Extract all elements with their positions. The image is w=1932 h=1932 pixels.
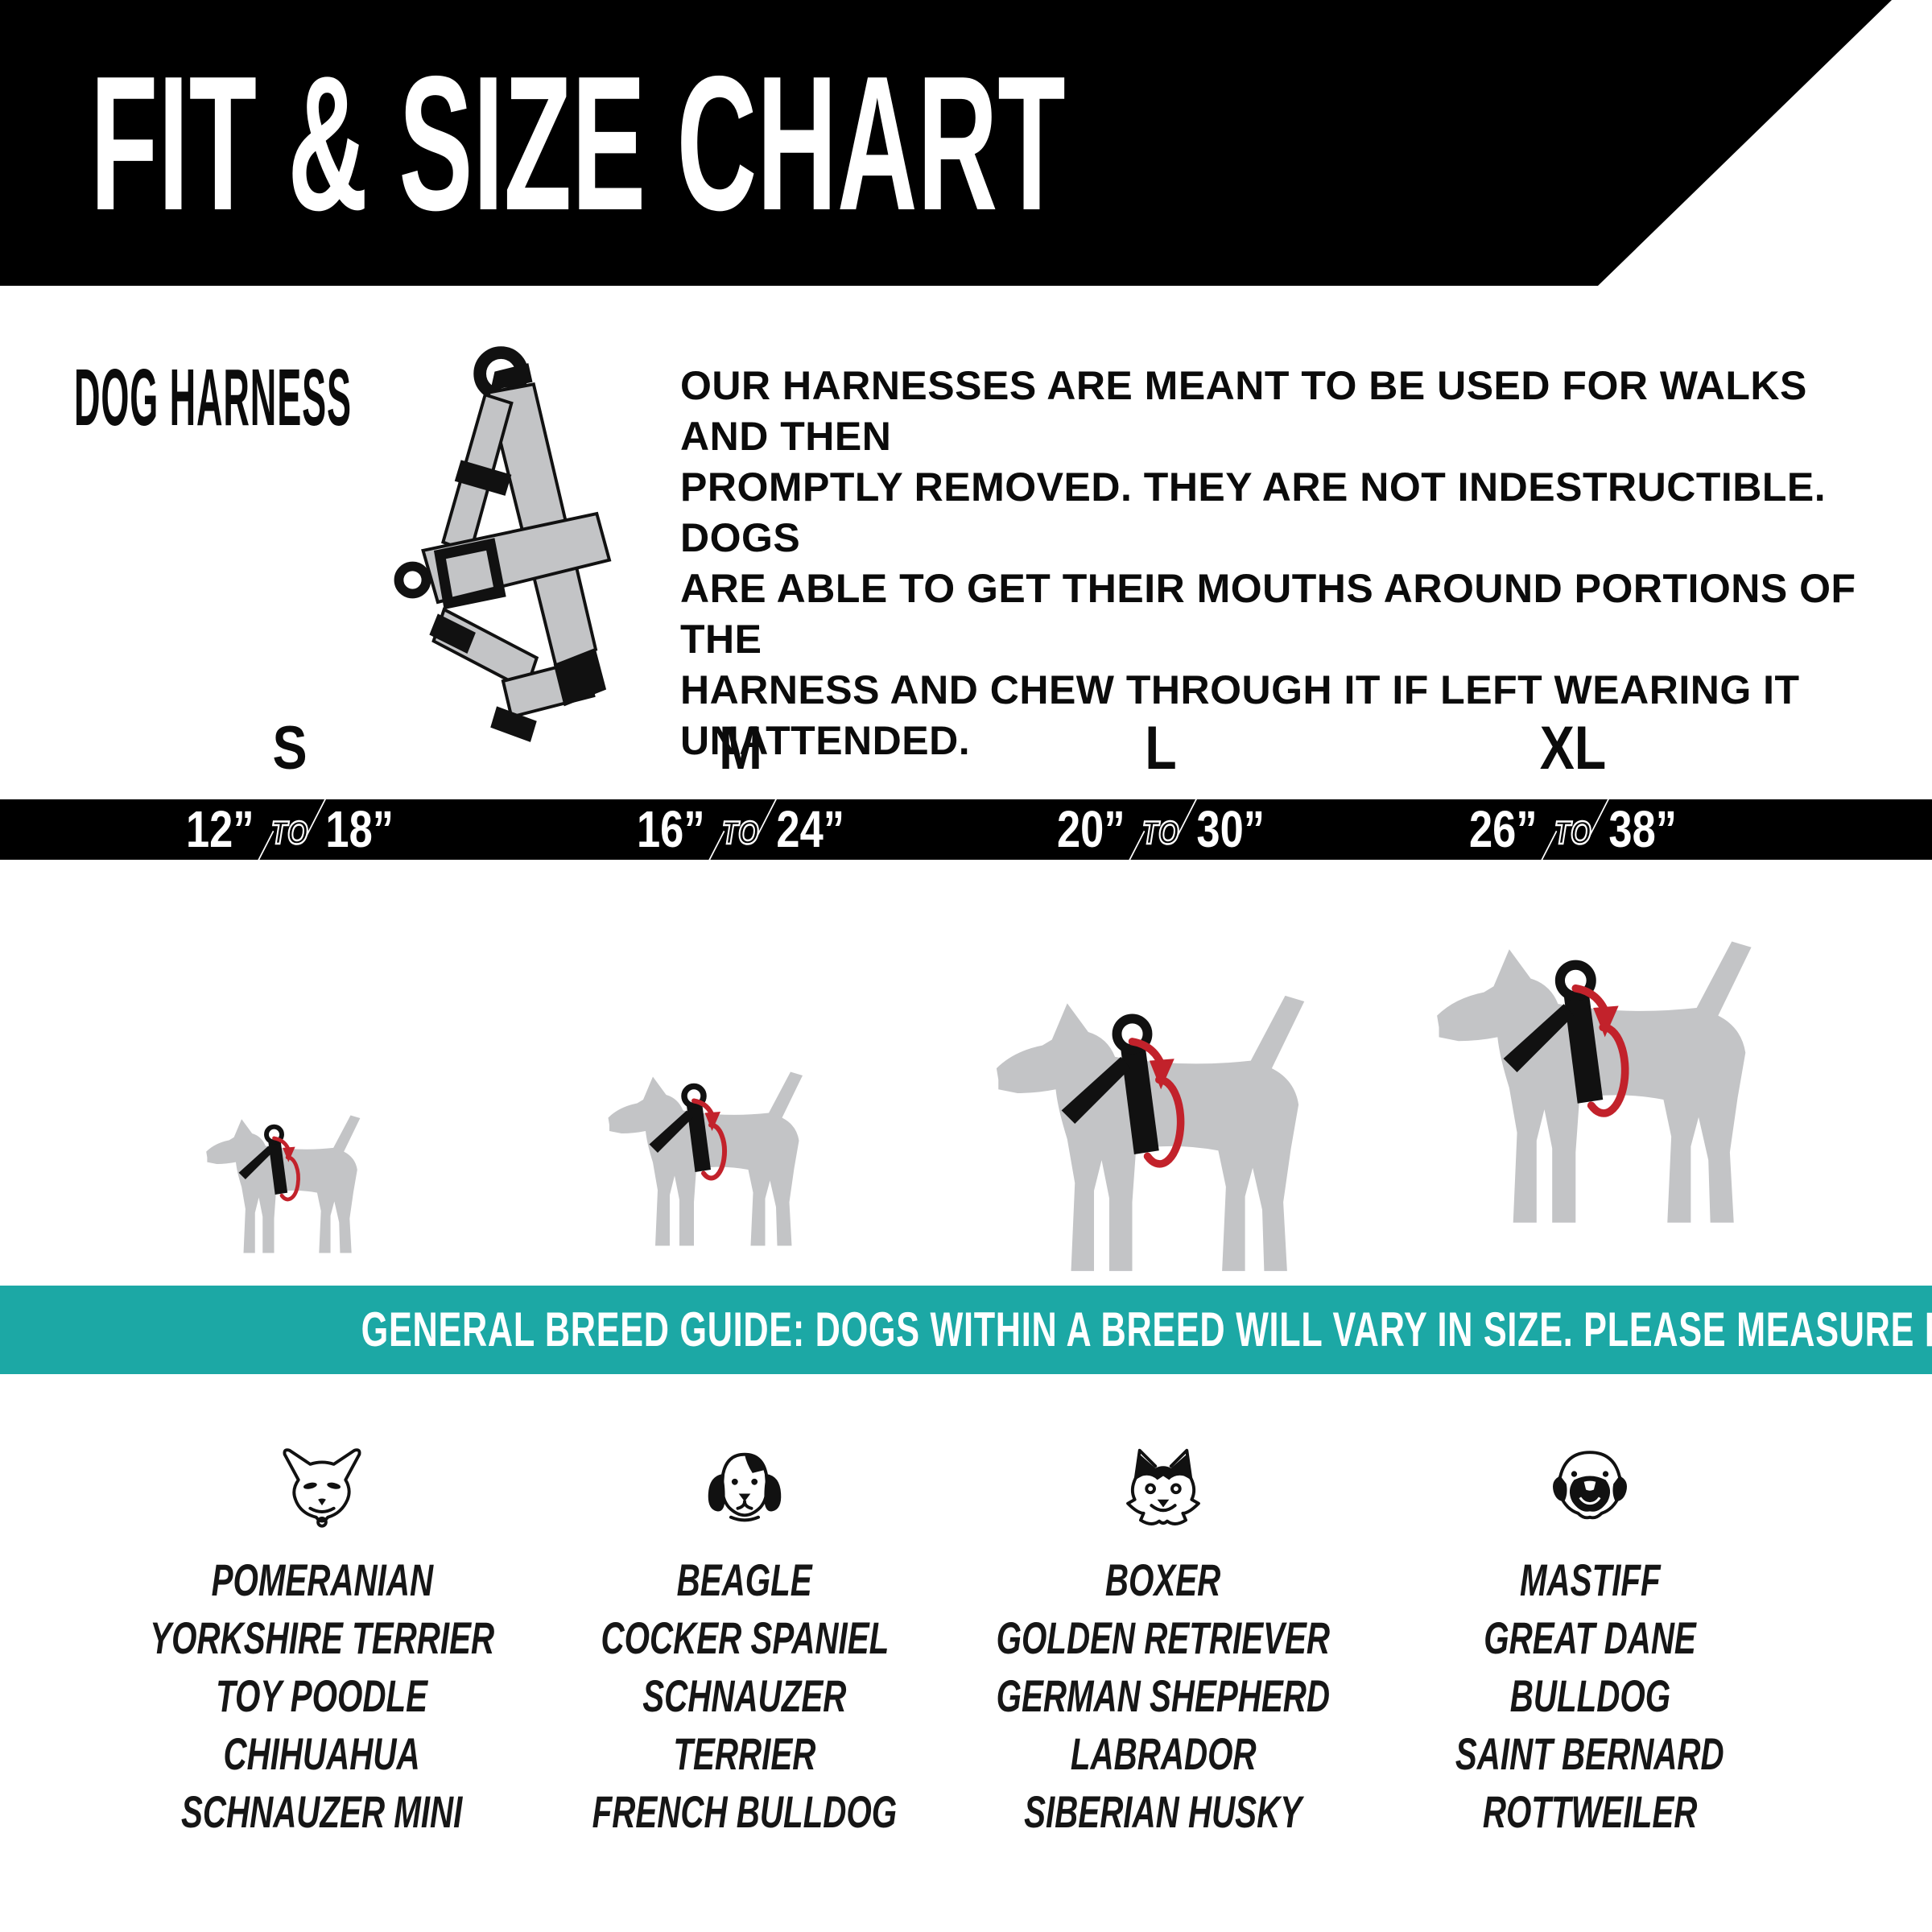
chihuahua-face-icon: [283, 1448, 361, 1528]
breed-name: GREAT DANE: [1484, 1612, 1696, 1663]
harness-illustration: [394, 346, 612, 742]
product-description: OUR HARNESSES ARE MEANT TO BE USED FOR W…: [680, 363, 1856, 763]
page-title: FIT & SIZE CHART: [90, 37, 1066, 250]
size-label-l: L: [1145, 714, 1177, 782]
breed-name: SAINT BERNARD: [1455, 1728, 1724, 1779]
breed-column-small: POMERANIAN YORKSHIRE TERRIER TOY POODLE …: [72, 1443, 572, 1841]
breed-name: YORKSHIRE TERRIER: [150, 1612, 494, 1663]
breed-name: POMERANIAN: [211, 1554, 433, 1605]
size-label-xl: XL: [1539, 714, 1607, 782]
to-separator: TO: [270, 803, 308, 864]
dog-silhouette-s: [201, 1103, 393, 1256]
to-separator: TO: [721, 803, 759, 864]
breed-name: SCHNAUZER MINI: [181, 1786, 463, 1837]
breed-name: LABRADOR: [1070, 1728, 1257, 1779]
size-range-xl: 26” TO 38”: [1447, 799, 1700, 867]
breed-name: GERMAN SHEPHERD: [996, 1670, 1331, 1721]
beagle-face-icon: [708, 1452, 782, 1522]
breed-name: CHIHUAHUA: [223, 1728, 421, 1779]
breed-name: TOY POODLE: [216, 1670, 428, 1721]
breed-name: FRENCH BULLDOG: [592, 1786, 898, 1837]
size-range-bar: [0, 799, 1932, 860]
breed-name: BOXER: [1105, 1554, 1221, 1605]
mastiff-face-icon: [1553, 1451, 1627, 1520]
breed-name: BEAGLE: [676, 1554, 813, 1605]
husky-face-icon: [1126, 1448, 1200, 1525]
size-range-s: 12” TO 18”: [163, 799, 417, 867]
breed-name: BULLDOG: [1509, 1670, 1670, 1721]
breed-name: MASTIFF: [1519, 1554, 1661, 1605]
breed-guide-banner: GENERAL BREED GUIDE: DOGS WITHIN A BREED…: [0, 1286, 1932, 1374]
breed-name: TERRIER: [673, 1728, 816, 1779]
breed-name: GOLDEN RETRIEVER: [996, 1612, 1331, 1663]
to-separator: TO: [1554, 803, 1591, 864]
dog-silhouette-l: [987, 971, 1369, 1277]
breed-column-xlarge: MASTIFF GREAT DANE BULLDOG SAINT BERNARD…: [1340, 1443, 1839, 1841]
size-range-m: 16” TO 24”: [614, 799, 868, 867]
breed-name: COCKER SPANIEL: [601, 1612, 889, 1663]
breed-name: ROTTWEILER: [1482, 1786, 1698, 1837]
breed-name: SIBERIAN HUSKY: [1024, 1786, 1302, 1837]
size-label-m: M: [719, 714, 762, 782]
dog-silhouette-m: [602, 1056, 844, 1249]
size-range-l: 20” TO 30”: [1034, 799, 1288, 867]
breed-column-medium: BEAGLE COCKER SPANIEL SCHNAUZER TERRIER …: [495, 1443, 994, 1841]
breed-column-large: BOXER GOLDEN RETRIEVER GERMAN SHEPHERD L…: [914, 1443, 1413, 1841]
size-label-s: S: [272, 714, 308, 782]
header-banner: FIT & SIZE CHART: [0, 0, 1892, 286]
to-separator: TO: [1141, 803, 1179, 864]
dog-silhouette-xl: [1427, 916, 1818, 1228]
product-title: DOG HARNESS: [74, 353, 352, 443]
breed-name: SCHNAUZER: [642, 1670, 847, 1721]
